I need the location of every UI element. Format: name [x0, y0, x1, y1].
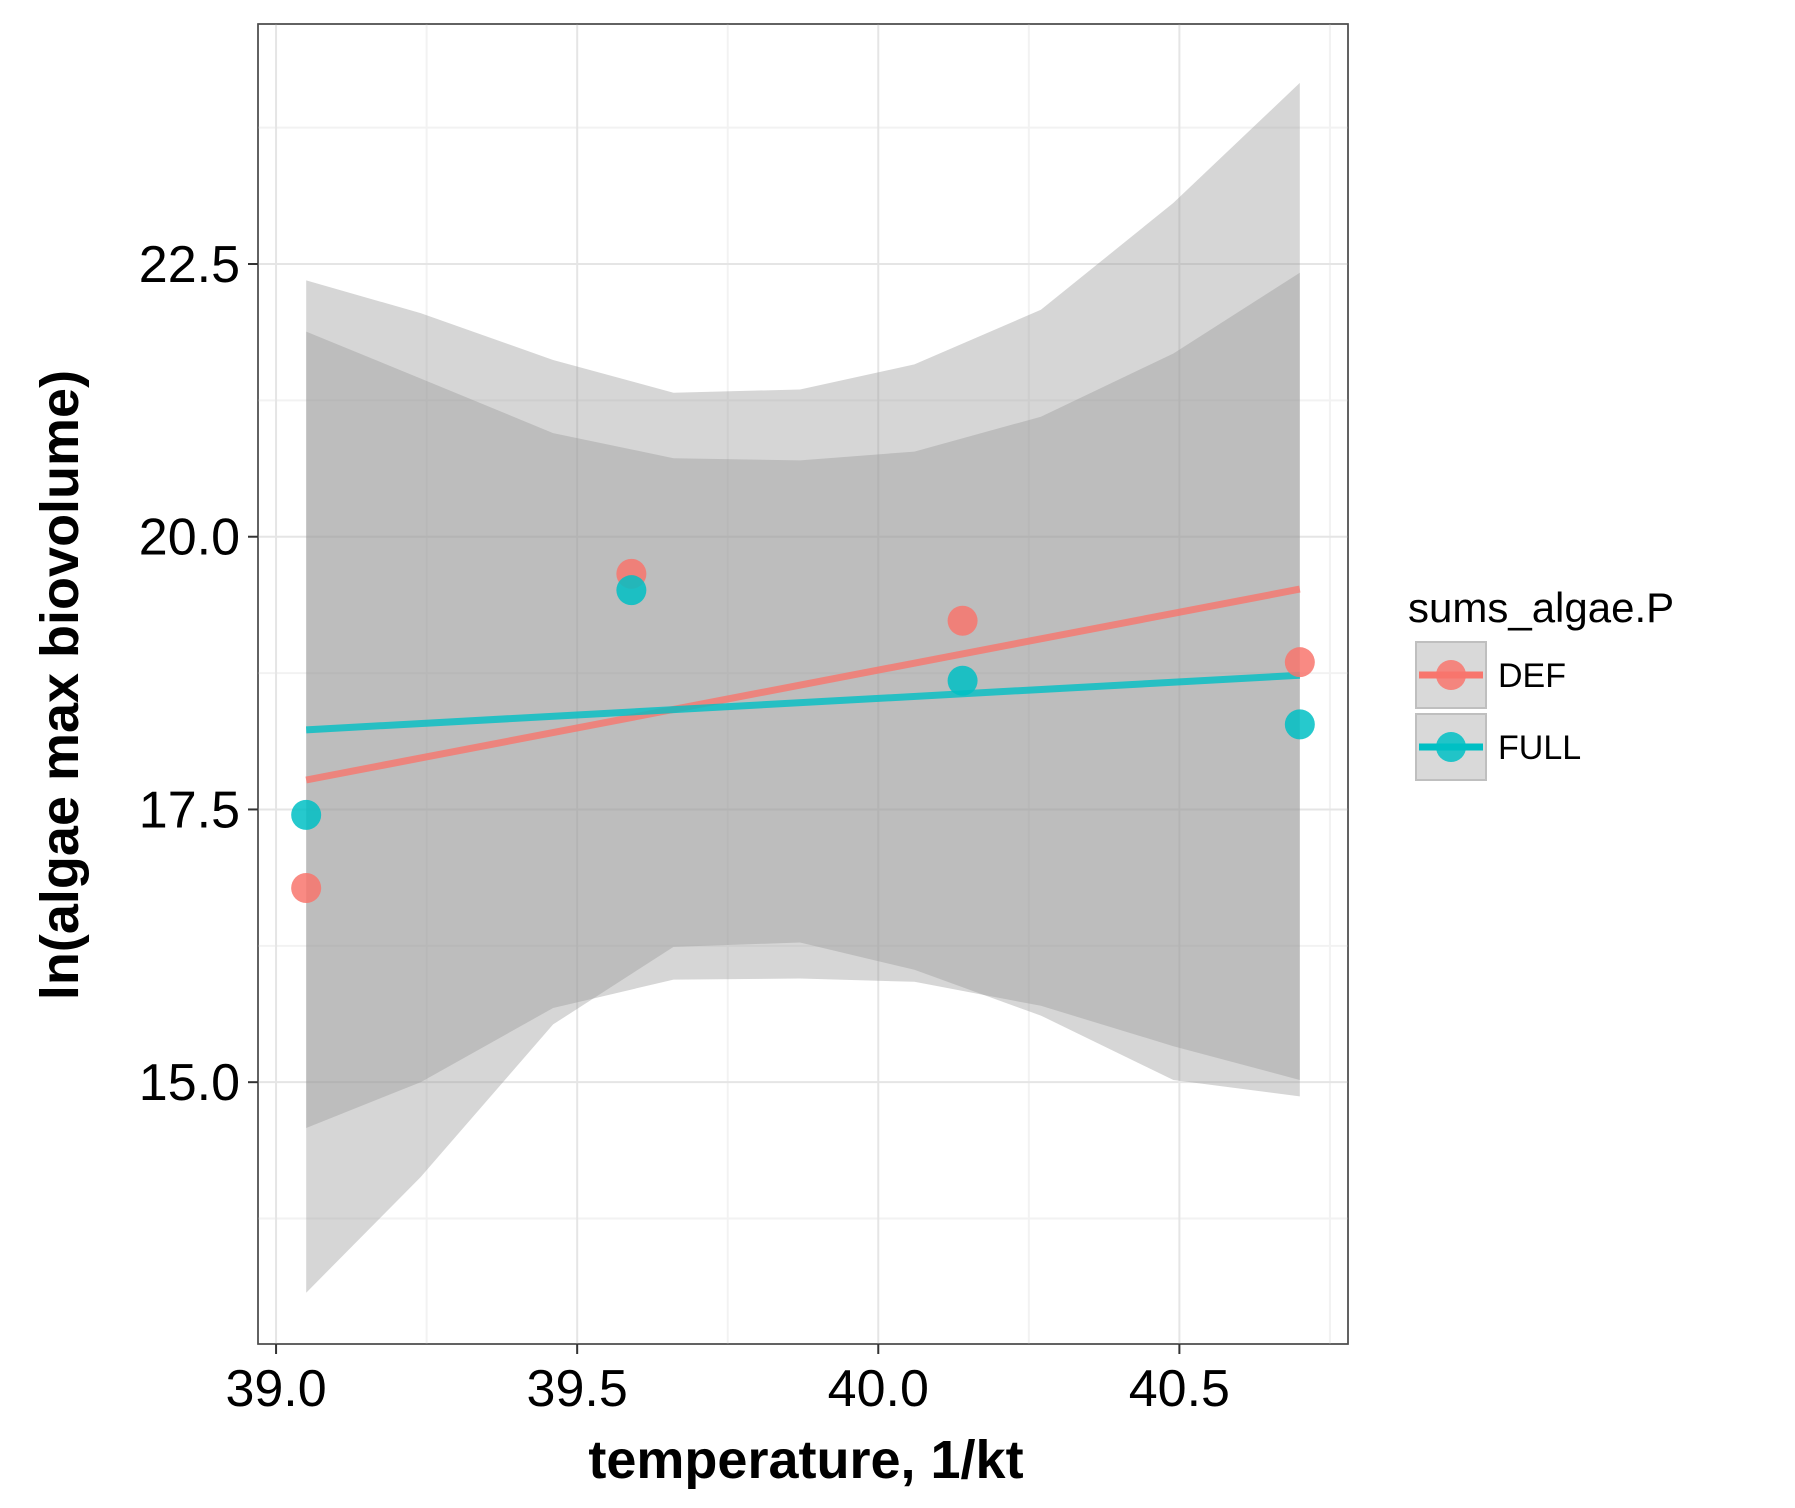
x-tick-label: 40.0	[828, 1360, 929, 1418]
minor-gridlines	[258, 24, 1348, 1344]
point-def	[1284, 647, 1315, 678]
data-points	[291, 558, 1315, 903]
point-def	[291, 873, 322, 903]
point-full	[291, 799, 322, 830]
y-axis: 15.0 17.5 20.0 22.5	[139, 236, 258, 1112]
x-axis: 39.0 39.5 40.0 40.5	[225, 1344, 1230, 1418]
point-full	[616, 575, 647, 606]
x-axis-title: temperature, 1/kt	[588, 1430, 1023, 1490]
x-tick-label: 39.5	[527, 1360, 628, 1418]
legend-point-full	[1436, 732, 1466, 762]
major-gridlines	[258, 24, 1348, 1344]
plot-panel-border	[257, 23, 1349, 1345]
y-tick-label: 22.5	[139, 236, 240, 294]
legend-label-def: DEF	[1498, 657, 1566, 695]
point-full	[947, 665, 978, 696]
fit-line-full	[305, 671, 1301, 734]
y-tick-label: 20.0	[139, 509, 240, 567]
fit-line-def	[305, 585, 1301, 784]
legend: sums_algae.P DEF FULL	[1408, 584, 1674, 781]
legend-title: sums_algae.P	[1408, 584, 1674, 631]
fit-lines	[305, 585, 1301, 784]
point-full	[1284, 709, 1315, 740]
y-tick-label: 17.5	[139, 781, 240, 839]
y-tick-label: 15.0	[139, 1054, 240, 1112]
legend-point-def	[1436, 660, 1466, 690]
y-axis-title: ln(algae max biovolume)	[30, 370, 90, 1000]
x-tick-label: 40.5	[1129, 1360, 1230, 1418]
x-tick-label: 39.0	[225, 1360, 326, 1418]
legend-label-full: FULL	[1498, 729, 1581, 767]
point-def	[947, 605, 978, 636]
